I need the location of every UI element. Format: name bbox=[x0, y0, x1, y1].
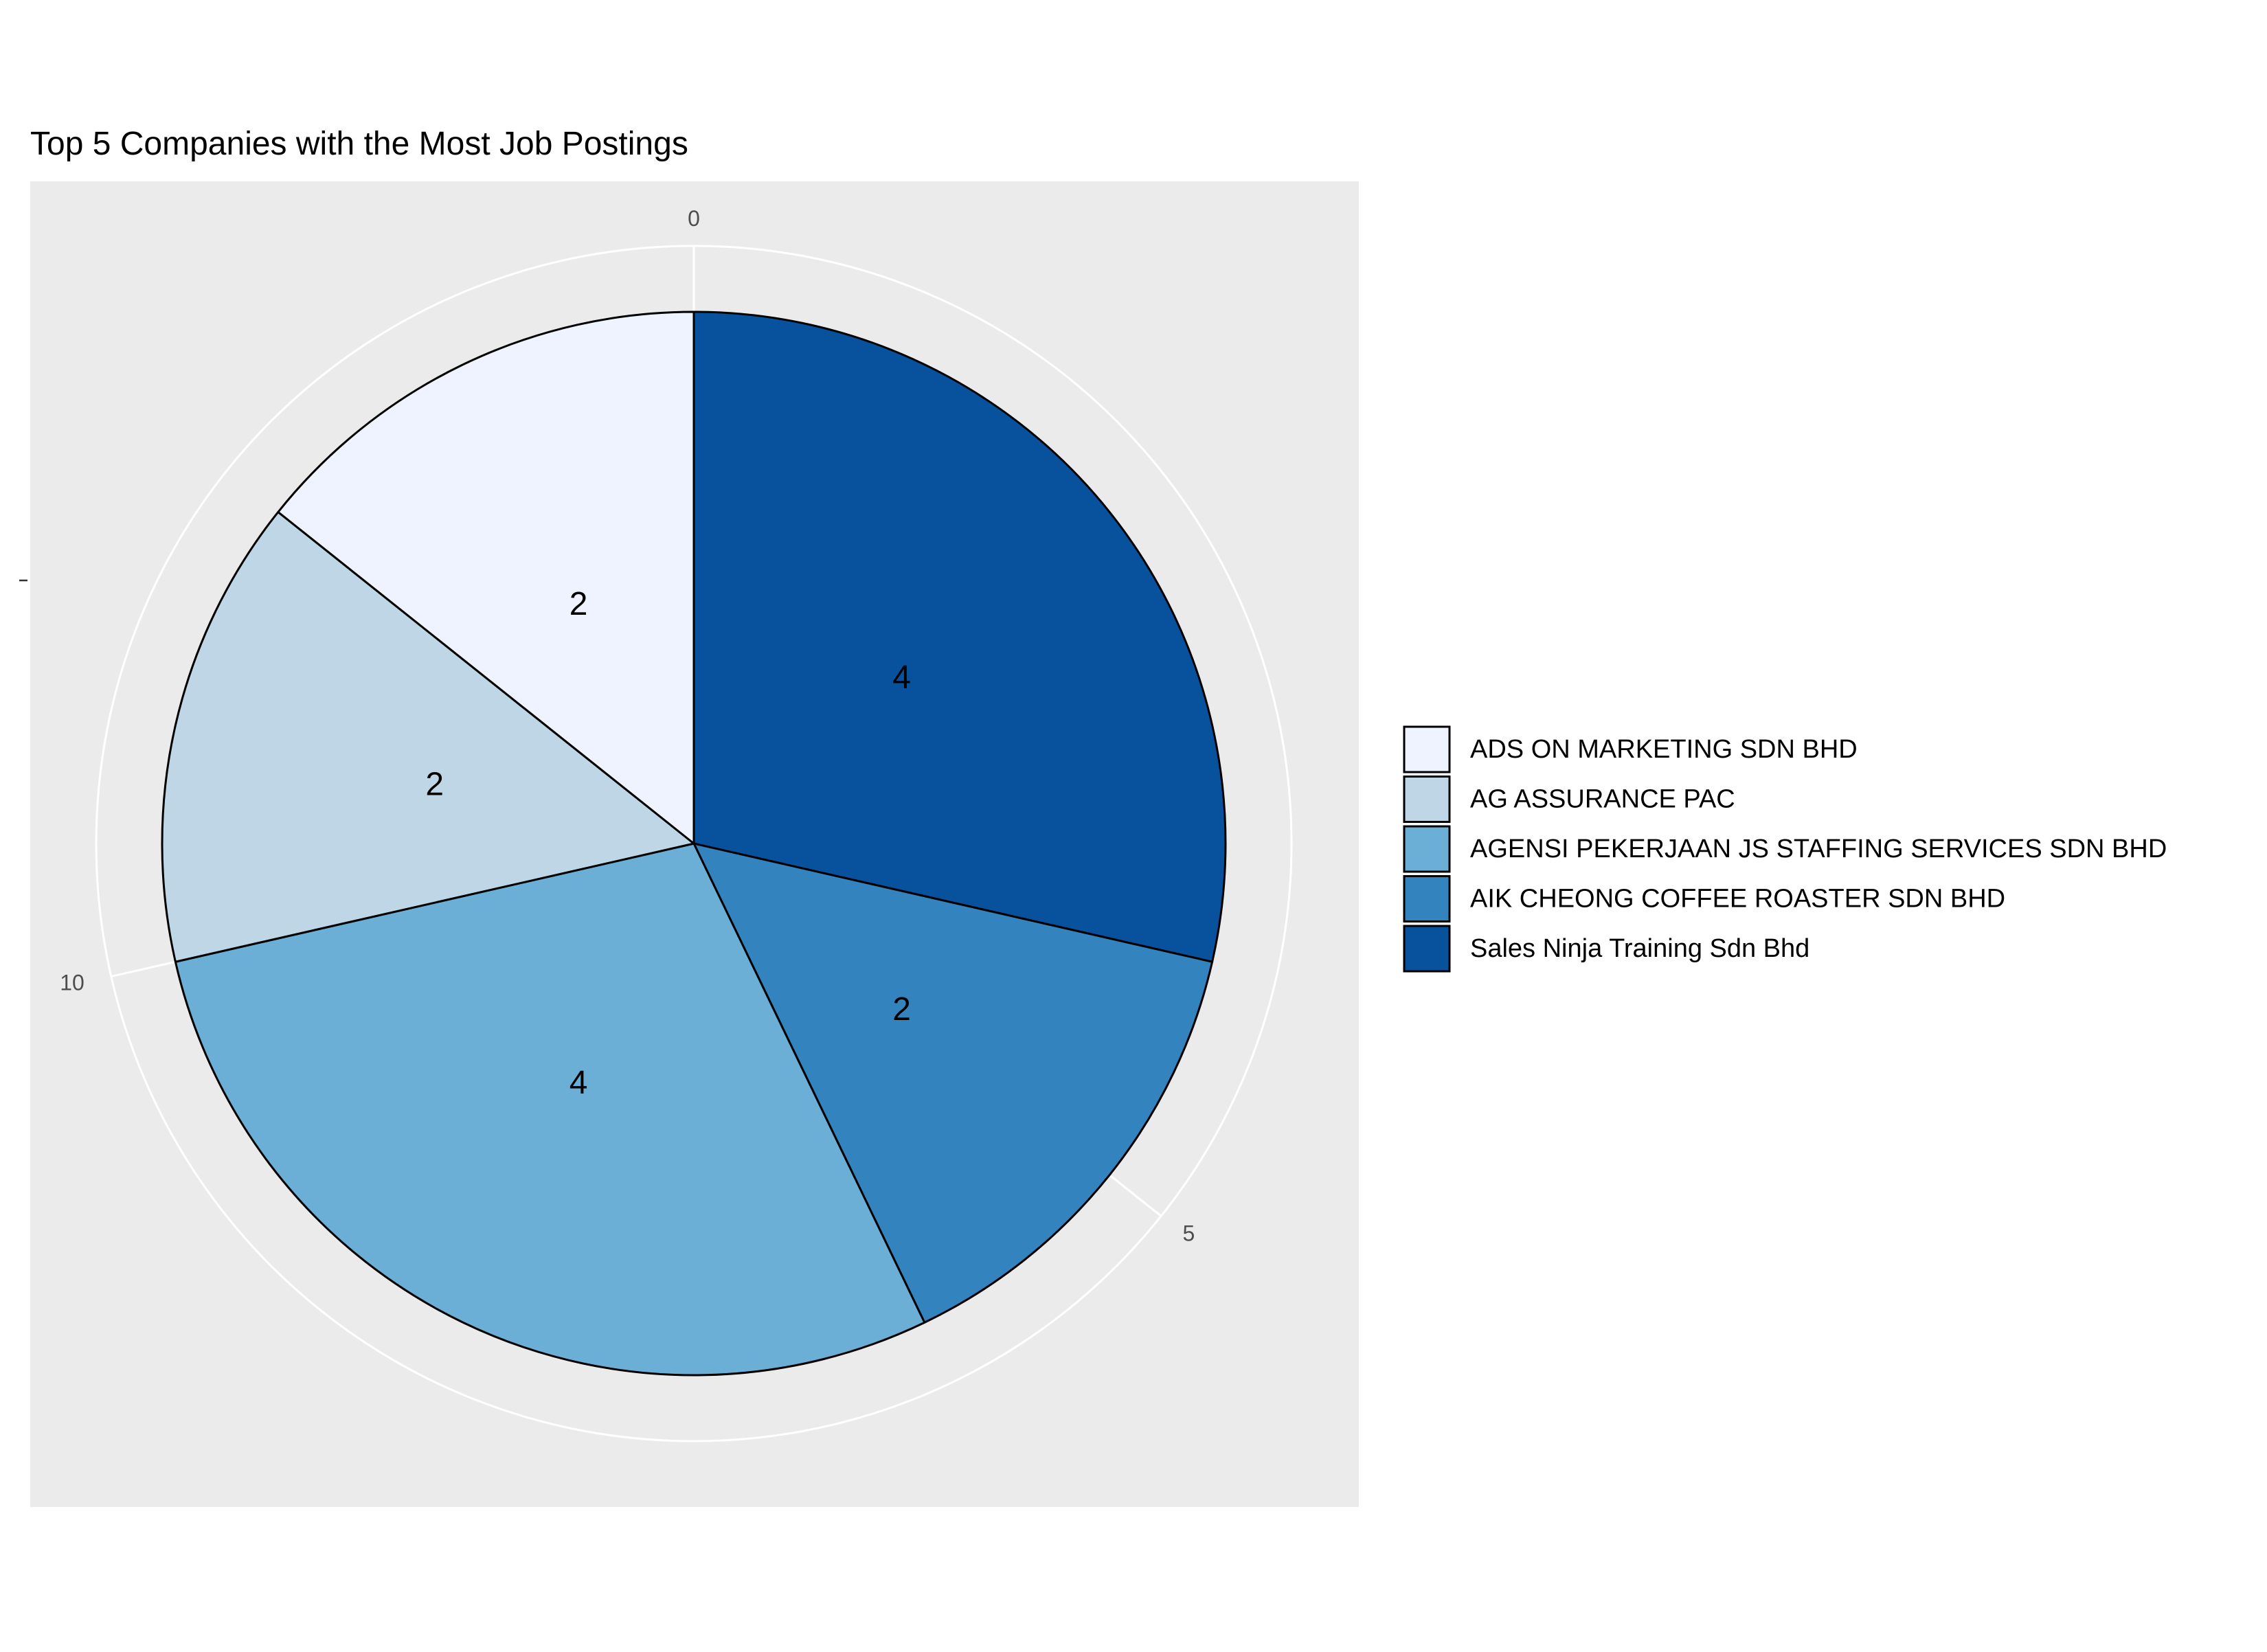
slice-value-label: 4 bbox=[892, 659, 911, 696]
theta-tick-label: 0 bbox=[688, 206, 700, 231]
legend-key bbox=[1403, 725, 1451, 773]
theta-tick-label: 10 bbox=[60, 970, 84, 995]
theta-tick-label: 5 bbox=[1182, 1221, 1195, 1245]
legend-label: AGENSI PEKERJAAN JS STAFFING SERVICES SD… bbox=[1470, 835, 2167, 863]
legend: ADS ON MARKETING SDN BHD AG ASSURANCE PAC… bbox=[1403, 725, 2167, 973]
grid-spoke bbox=[111, 960, 176, 978]
grid-spoke bbox=[1109, 1174, 1162, 1217]
legend-label: ADS ON MARKETING SDN BHD bbox=[1470, 735, 1858, 764]
slice-value-label: 2 bbox=[892, 991, 911, 1028]
legend-label: Sales Ninja Training Sdn Bhd bbox=[1470, 934, 1809, 963]
legend-label: AIK CHEONG COFFEE ROASTER SDN BHD bbox=[1470, 885, 2005, 914]
chart-title: Top 5 Companies with the Most Job Postin… bbox=[30, 126, 688, 162]
slice-value-label: 2 bbox=[425, 766, 444, 802]
theta-axis-ticks: 0 5 10 bbox=[60, 206, 1195, 1245]
legend-key bbox=[1403, 875, 1451, 923]
legend-key bbox=[1403, 925, 1451, 973]
slice-value-label: 4 bbox=[569, 1065, 588, 1101]
pie-slice bbox=[692, 310, 1227, 963]
slice-value-label: 2 bbox=[569, 586, 588, 622]
pie-slice bbox=[277, 310, 695, 845]
pie-slice bbox=[174, 842, 926, 1377]
legend-key bbox=[1403, 825, 1451, 873]
legend-key bbox=[1403, 776, 1451, 823]
slice-value-labels: 4 2 4 2 2 bbox=[425, 586, 911, 1101]
legend-label: AG ASSURANCE PAC bbox=[1470, 785, 1735, 814]
pie-slices bbox=[161, 310, 1227, 1377]
pie-slice bbox=[161, 510, 695, 963]
pie-slice bbox=[692, 842, 1214, 1324]
